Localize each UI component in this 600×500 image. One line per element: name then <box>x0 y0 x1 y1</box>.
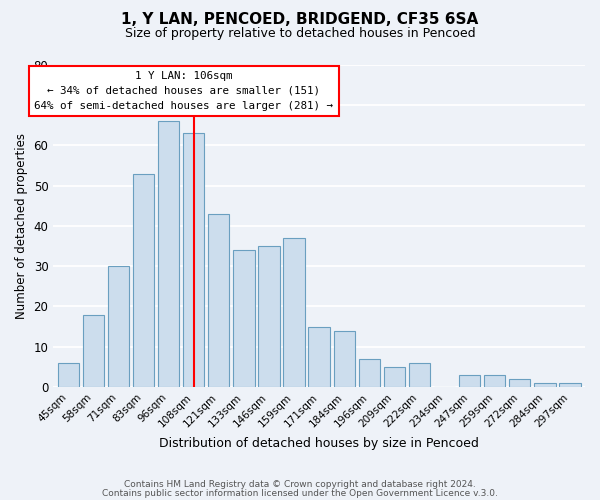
Bar <box>334 330 355 387</box>
Bar <box>158 122 179 387</box>
Bar <box>509 379 530 387</box>
Text: Contains public sector information licensed under the Open Government Licence v.: Contains public sector information licen… <box>102 488 498 498</box>
Bar <box>108 266 129 387</box>
Text: 1 Y LAN: 106sqm
← 34% of detached houses are smaller (151)
64% of semi-detached : 1 Y LAN: 106sqm ← 34% of detached houses… <box>34 71 333 110</box>
Bar <box>534 383 556 387</box>
Bar <box>359 359 380 387</box>
Bar <box>308 326 330 387</box>
Bar <box>259 246 280 387</box>
Text: 1, Y LAN, PENCOED, BRIDGEND, CF35 6SA: 1, Y LAN, PENCOED, BRIDGEND, CF35 6SA <box>121 12 479 28</box>
Y-axis label: Number of detached properties: Number of detached properties <box>15 133 28 319</box>
Bar <box>58 363 79 387</box>
Bar <box>409 363 430 387</box>
Bar <box>459 375 480 387</box>
Bar <box>233 250 254 387</box>
Bar <box>133 174 154 387</box>
Text: Size of property relative to detached houses in Pencoed: Size of property relative to detached ho… <box>125 28 475 40</box>
Bar <box>208 214 229 387</box>
Bar <box>283 238 305 387</box>
Bar <box>183 134 205 387</box>
Bar <box>559 383 581 387</box>
Text: Contains HM Land Registry data © Crown copyright and database right 2024.: Contains HM Land Registry data © Crown c… <box>124 480 476 489</box>
Bar <box>384 367 405 387</box>
Bar <box>83 314 104 387</box>
Bar <box>484 375 505 387</box>
X-axis label: Distribution of detached houses by size in Pencoed: Distribution of detached houses by size … <box>159 437 479 450</box>
